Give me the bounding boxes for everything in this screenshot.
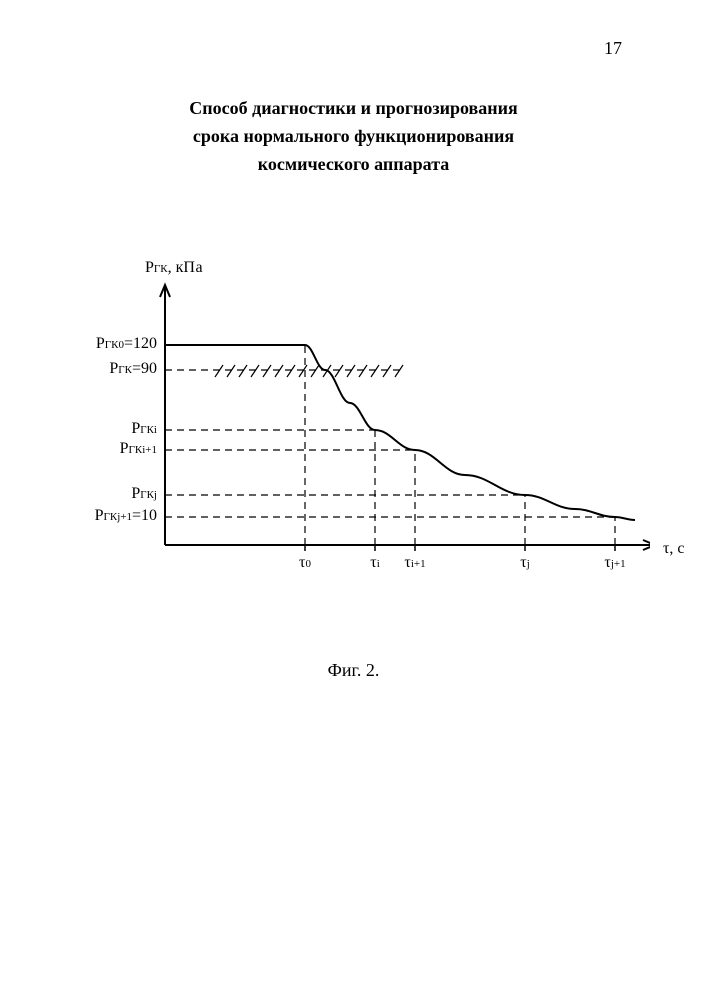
title-line-2: срока нормального функционирования [0,123,707,151]
x-label-tj: τj [520,555,530,571]
figure-caption: Фиг. 2. [0,660,707,681]
x-label-tj1: τj+1 [604,555,625,571]
y-axis-label: PГК, кПа [145,260,203,276]
pressure-decay-chart: PГК, кПаτ, сPГК0=120PГК=90PГКiPГКi+1PГКj… [70,240,650,620]
title-line-1: Способ диагностики и прогнозирования [0,95,707,123]
x-label-t0: τ0 [299,555,311,571]
x-label-ti1: τi+1 [404,555,425,571]
y-label-Pj1: PГКj+1=10 [95,508,157,524]
y-label-P90: PГК=90 [109,361,157,377]
title-line-3: космического аппарата [0,151,707,179]
figure-title: Способ диагностики и прогнозирования сро… [0,95,707,179]
page-number: 17 [604,38,622,59]
chart-svg [70,240,650,620]
y-label-P0: PГК0=120 [96,336,157,352]
y-label-Pi: PГКi [131,421,157,437]
x-axis-label: τ, с [663,541,685,557]
x-label-ti: τi [370,555,380,571]
y-label-Pj: PГКj [131,486,157,502]
y-label-Pi1: PГКi+1 [120,441,157,457]
